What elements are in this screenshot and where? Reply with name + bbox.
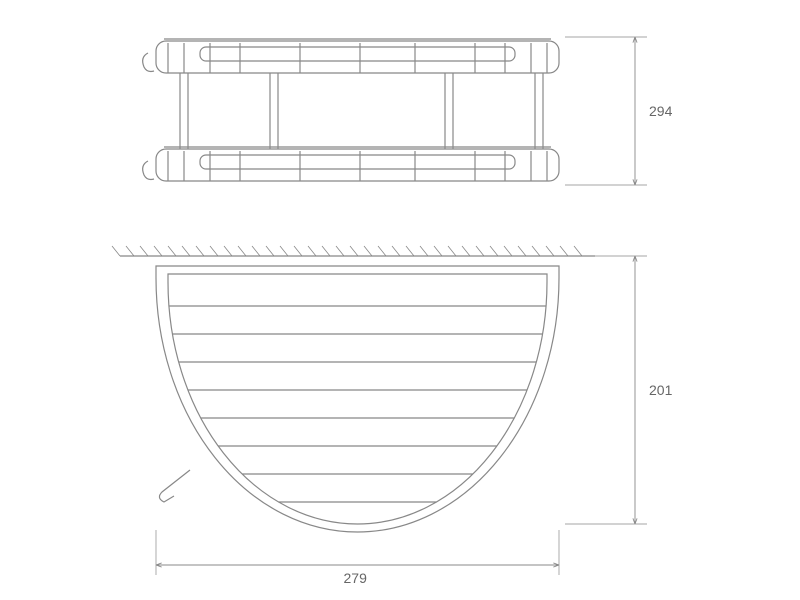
dim-height-lower: 201 xyxy=(649,382,673,398)
dim-width: 279 xyxy=(344,570,368,586)
dim-height-upper: 294 xyxy=(649,103,673,119)
technical-drawing: 294 201 279 xyxy=(0,0,800,600)
